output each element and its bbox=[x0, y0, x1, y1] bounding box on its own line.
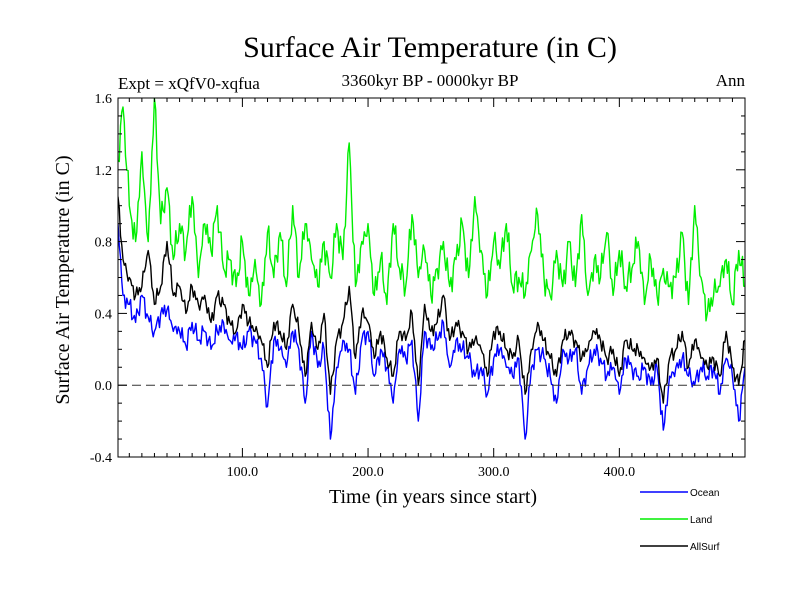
y-tick-label: -0.4 bbox=[90, 451, 112, 466]
series-layer bbox=[118, 98, 745, 440]
legend-label-allsurf: AllSurf bbox=[690, 542, 720, 553]
y-tick-label: 0.8 bbox=[95, 236, 113, 251]
experiment-label: Expt = xQfV0-xqfua bbox=[118, 74, 260, 93]
chart-title: Surface Air Temperature (in C) bbox=[243, 31, 617, 64]
series-line-land bbox=[118, 98, 745, 322]
y-tick-label: 0.4 bbox=[95, 307, 113, 322]
y-tick-label: 0.0 bbox=[95, 379, 113, 394]
legend: Ocean Land AllSurf bbox=[640, 488, 720, 553]
chart-subtitle: 3360kyr BP - 0000kyr BP bbox=[342, 71, 519, 90]
legend-label-land: Land bbox=[690, 515, 712, 526]
tick-labels: 100.0 200.0 300.0 400.0 -0.4 0.0 0.4 0.8 1.2 1.6 bbox=[90, 92, 635, 480]
plot-area bbox=[117, 97, 746, 458]
y-tick-label: 1.2 bbox=[95, 164, 113, 179]
x-tick-label: 200.0 bbox=[352, 465, 384, 480]
series-line-allsurf bbox=[118, 196, 745, 404]
x-axis-label: Time (in years since start) bbox=[329, 486, 537, 508]
y-tick-label: 1.6 bbox=[95, 92, 113, 107]
season-label: Ann bbox=[716, 71, 746, 90]
x-tick-label: 300.0 bbox=[478, 465, 510, 480]
axis-ticks bbox=[118, 97, 745, 458]
x-tick-label: 400.0 bbox=[604, 465, 636, 480]
series-line-ocean bbox=[118, 223, 745, 440]
y-axis-label: Surface Air Temperature (in C) bbox=[52, 155, 74, 404]
legend-label-ocean: Ocean bbox=[690, 488, 719, 499]
x-tick-label: 100.0 bbox=[227, 465, 259, 480]
